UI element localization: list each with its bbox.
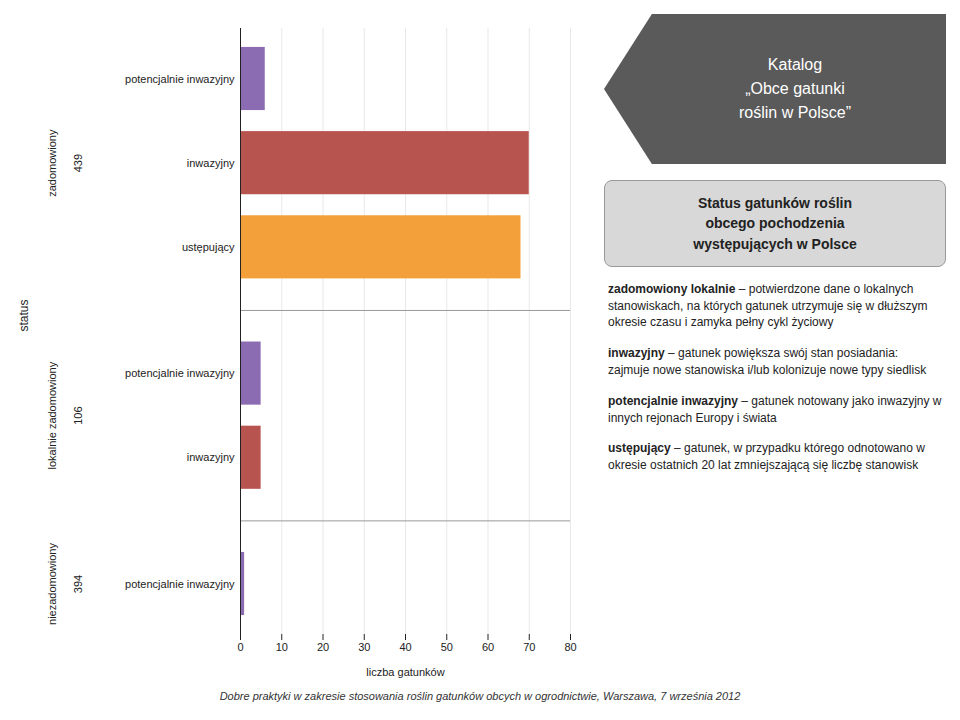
html-text:Status gatunków roślin obcego: Status gatunków roślin obcego pochodzeni… (693, 195, 857, 252)
svg-text:70: 70 (523, 641, 535, 653)
svg-text:lokalnie zadomowiony: lokalnie zadomowiony (46, 361, 58, 469)
svg-text:potencjalnie inwazyjny: potencjalnie inwazyjny (125, 578, 235, 590)
svg-text:status: status (17, 299, 31, 331)
svg-text:inwazyjny: inwazyjny (187, 451, 235, 463)
svg-text:439: 439 (72, 154, 84, 172)
html-text:Dobre praktyki w zakresie stos: Dobre praktyki w zakresie stosowania roś… (219, 690, 741, 702)
svg-text:0: 0 (237, 641, 243, 653)
svg-text:ustępujący: ustępujący (182, 241, 235, 253)
svg-text:394: 394 (72, 575, 84, 593)
html-text:potencjalnie inwazyjny – gatun: potencjalnie inwazyjny – gatunek notowan… (608, 393, 942, 425)
svg-text:106: 106 (72, 406, 84, 424)
html-text:Katalog „Obce gatunki roślin w: Katalog „Obce gatunki roślin w Polsce” (739, 56, 851, 121)
html-text:ustępujący – gatunek, w przypa: ustępujący – gatunek, w przypadku któreg… (608, 441, 925, 473)
svg-text:niezadomowiony: niezadomowiony (46, 543, 58, 625)
svg-text:50: 50 (441, 641, 453, 653)
html-text:zadomowiony lokalnie – potwier: zadomowiony lokalnie – potwierdzone dane… (608, 281, 928, 330)
svg-text:80: 80 (564, 641, 576, 653)
svg-text:60: 60 (482, 641, 494, 653)
svg-text:liczba gatunków: liczba gatunków (366, 666, 444, 678)
svg-text:potencjalnie inwazyjny: potencjalnie inwazyjny (125, 367, 235, 379)
svg-text:30: 30 (358, 641, 370, 653)
html-text:inwazyjny – gatunek powiększa: inwazyjny – gatunek powiększa swój stan … (608, 346, 927, 378)
svg-text:20: 20 (317, 641, 329, 653)
svg-text:40: 40 (399, 641, 411, 653)
svg-text:zadomowiony: zadomowiony (46, 129, 58, 197)
svg-text:potencjalnie inwazyjny: potencjalnie inwazyjny (125, 73, 235, 85)
svg-text:10: 10 (276, 641, 288, 653)
svg-text:inwazyjny: inwazyjny (187, 157, 235, 169)
